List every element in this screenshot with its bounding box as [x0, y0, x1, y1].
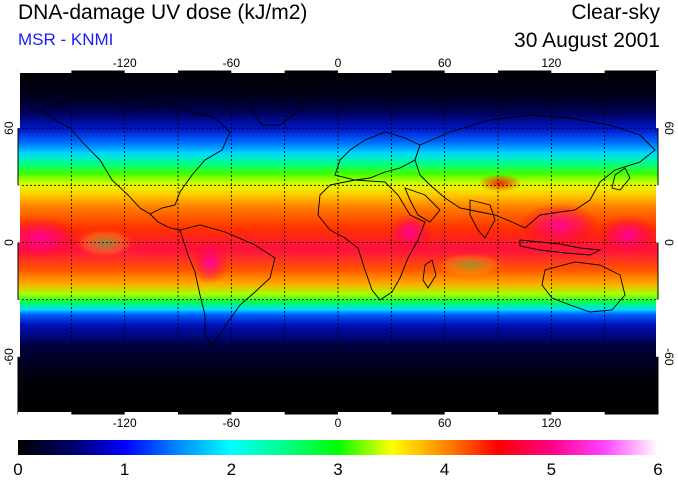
antarctica-outline: [18, 384, 658, 396]
frame-segment: [231, 70, 285, 73]
frame-segment: [18, 70, 72, 73]
colorbar-tick-label: 2: [227, 460, 236, 479]
frame-segment: [444, 412, 498, 415]
latitude-tick-label: -60: [2, 348, 16, 366]
madagascar-outline: [422, 259, 437, 289]
frame-segment: [338, 70, 392, 73]
longitude-tick-label: -60: [223, 56, 241, 70]
frame-segment: [17, 71, 20, 129]
frame-segment: [551, 412, 605, 415]
longitude-tick-label: 120: [541, 416, 561, 430]
longitude-tick-label: 0: [335, 416, 342, 430]
frame-segment: [656, 299, 659, 357]
frame-tick-marks: [17, 70, 659, 415]
longitude-tick-label: 120: [541, 56, 561, 70]
sky-condition-label: Clear-sky: [571, 1, 660, 24]
south-america-outline: [179, 224, 276, 346]
frame-segment: [17, 299, 20, 357]
latitude-tick-label: 0: [2, 239, 16, 246]
australia-outline: [541, 261, 626, 313]
coastlines: [18, 79, 658, 396]
latitude-labels-left: 60 0 -60: [2, 121, 16, 365]
longitude-tick-label: -60: [223, 416, 241, 430]
longitude-tick-label: -120: [113, 56, 137, 70]
north-america-outline: [38, 99, 231, 215]
colorbar-tick-label: 0: [13, 460, 22, 479]
frame-segment: [18, 412, 72, 415]
latitude-labels-right: 60 0 -60: [662, 121, 676, 365]
colorbar-tick-label: 1: [120, 460, 129, 479]
asia-outline: [414, 114, 656, 229]
latitude-tick-label: -60: [662, 348, 676, 366]
frame-segment: [124, 70, 178, 73]
longitude-tick-label: 60: [438, 416, 452, 430]
frame-segment: [656, 185, 659, 243]
colorbar-tick-label: 3: [333, 460, 342, 479]
latitude-tick-label: 60: [662, 121, 676, 135]
colorbar-tick-label: 6: [653, 460, 662, 479]
frame-segment: [656, 71, 659, 129]
arabia-outline: [404, 187, 441, 223]
greenland-outline: [244, 79, 311, 126]
colorbar-tick-label: 4: [440, 460, 449, 479]
indonesia-outline: [519, 239, 602, 256]
latitude-tick-label: 60: [2, 121, 16, 135]
longitude-tick-label: 0: [335, 56, 342, 70]
india-outline: [469, 199, 496, 239]
frame-segment: [551, 70, 605, 73]
central-america-outline: [149, 213, 181, 231]
longitude-labels-top: -120 -60 0 60 120: [113, 56, 562, 70]
colorbar-labels: 0 1 2 3 4 5 6: [13, 460, 662, 479]
colorbar-tick-label: 5: [547, 460, 556, 479]
africa-outline: [317, 179, 426, 301]
frame-segment: [231, 412, 285, 415]
date-label: 30 August 2001: [514, 29, 660, 52]
colorbar: [18, 440, 658, 455]
map-title: DNA-damage UV dose (kJ/m2): [18, 1, 308, 24]
frame-segment: [338, 412, 392, 415]
latitude-tick-label: 0: [662, 239, 676, 246]
frame-segment: [444, 70, 498, 73]
graticule: [18, 71, 658, 414]
longitude-tick-label: -120: [113, 416, 137, 430]
longitude-tick-label: 60: [438, 56, 452, 70]
frame-segment: [17, 185, 20, 243]
data-source-label: MSR - KNMI: [18, 30, 114, 49]
longitude-labels-bottom: -120 -60 0 60 120: [113, 416, 562, 430]
japan-outline: [611, 167, 631, 191]
frame-segment: [124, 412, 178, 415]
